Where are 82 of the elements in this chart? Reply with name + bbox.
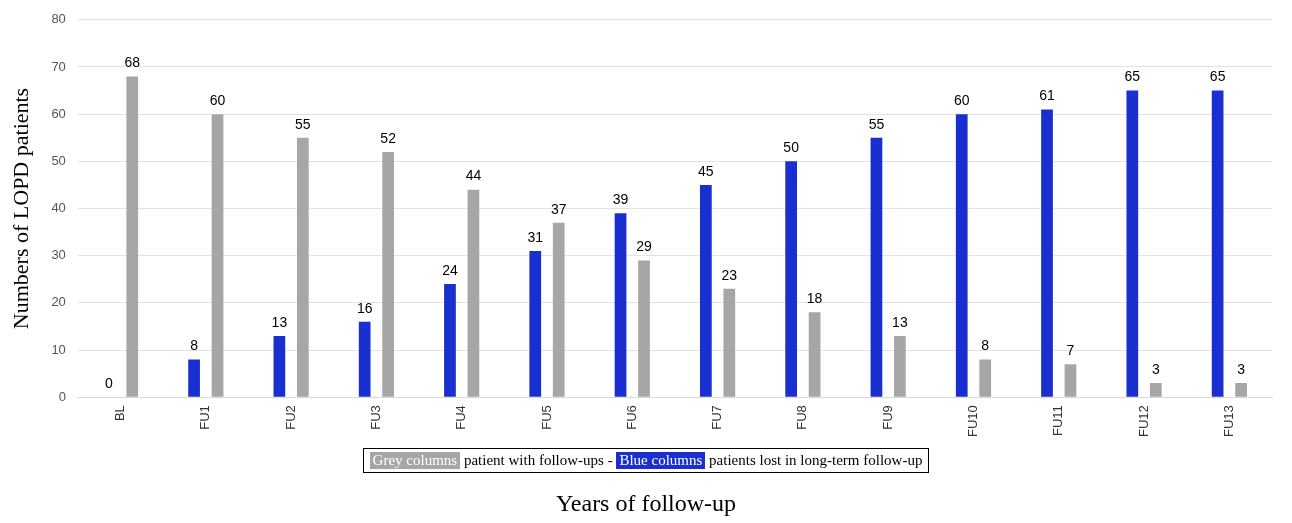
data-label: 24	[442, 261, 458, 278]
bar	[296, 137, 309, 397]
data-label: 0	[104, 375, 113, 392]
data-label: 44	[465, 167, 482, 184]
data-label: 65	[1124, 68, 1141, 85]
x-tick-label: FU13	[1220, 405, 1236, 438]
bar	[979, 359, 992, 397]
bar	[638, 260, 650, 397]
x-tick-label: FU4	[453, 405, 469, 430]
data-label: 18	[806, 290, 823, 307]
data-label: 16	[356, 299, 373, 316]
bar	[723, 288, 736, 397]
y-tick-label: 50	[51, 152, 66, 168]
text: patient with follow-ups -	[463, 452, 613, 468]
data-label: 39	[612, 191, 629, 208]
data-label: 8	[981, 337, 990, 354]
bar	[614, 213, 627, 397]
bar	[467, 189, 480, 397]
y-tick-label: 30	[51, 247, 66, 263]
data-label: 13	[271, 313, 288, 330]
bar	[211, 114, 224, 397]
x-axis-title: Years of follow-up	[554, 490, 738, 517]
data-label: 60	[953, 92, 970, 109]
bar	[188, 359, 200, 397]
bar	[955, 114, 968, 397]
y-tick-label: 60	[51, 105, 66, 121]
data-label: 3	[1237, 360, 1246, 377]
bar	[1149, 383, 1162, 397]
x-tick-label: FU2	[282, 405, 298, 430]
x-tick-label: BL	[112, 405, 128, 422]
bar	[699, 184, 712, 397]
data-label: 37	[550, 200, 567, 217]
bar	[273, 335, 286, 397]
x-tick-label: FU8	[794, 405, 810, 430]
y-tick-label: 40	[51, 200, 66, 216]
bar	[126, 76, 139, 397]
bar	[1064, 364, 1077, 397]
x-tick-label: FU3	[367, 405, 383, 430]
x-tick-label: FU9	[879, 405, 895, 430]
x-tick-label: FU10	[965, 405, 981, 438]
bar	[1041, 109, 1053, 397]
data-label: 31	[527, 228, 544, 245]
data-label: 45	[698, 162, 714, 179]
x-tick-label: FU12	[1135, 405, 1151, 438]
y-tick-label: 0	[58, 388, 66, 404]
bar	[808, 312, 821, 397]
bar	[894, 335, 906, 397]
bar	[552, 222, 565, 397]
data-label: 55	[295, 115, 311, 132]
text: patients lost in long-term follow-up	[709, 452, 923, 468]
y-tick-label: 10	[51, 341, 66, 357]
data-label: 60	[209, 92, 226, 109]
bar	[358, 321, 371, 397]
bar	[1126, 90, 1139, 397]
x-tick-label: FU7	[709, 405, 725, 430]
data-label: 7	[1066, 342, 1075, 359]
data-label: 61	[1039, 87, 1056, 104]
data-label: 68	[124, 54, 141, 71]
y-tick-label: 70	[51, 58, 66, 74]
x-tick-label: FU11	[1050, 405, 1066, 437]
data-label: 52	[380, 129, 397, 146]
y-axis-title: Numbers of LOPD patients	[7, 87, 33, 330]
data-label: 13	[892, 313, 908, 330]
data-label: 23	[721, 266, 738, 283]
data-label: 29	[636, 238, 653, 255]
data-label: 8	[190, 337, 199, 354]
bar	[1211, 90, 1224, 397]
data-label: 50	[783, 139, 800, 156]
data-label: 65	[1209, 68, 1226, 85]
bar	[785, 161, 798, 397]
y-tick-label: 80	[51, 11, 66, 27]
bar	[529, 250, 542, 397]
data-label: 55	[868, 115, 885, 132]
data-label: 3	[1151, 360, 1160, 377]
bar	[444, 283, 456, 397]
bar	[1235, 383, 1247, 397]
x-tick-label: FU1	[197, 405, 213, 430]
y-tick-label: 20	[51, 294, 66, 310]
bar	[870, 137, 883, 397]
x-tick-label: FU6	[623, 405, 639, 430]
bar	[382, 151, 394, 397]
x-tick-label: FU5	[538, 405, 554, 430]
